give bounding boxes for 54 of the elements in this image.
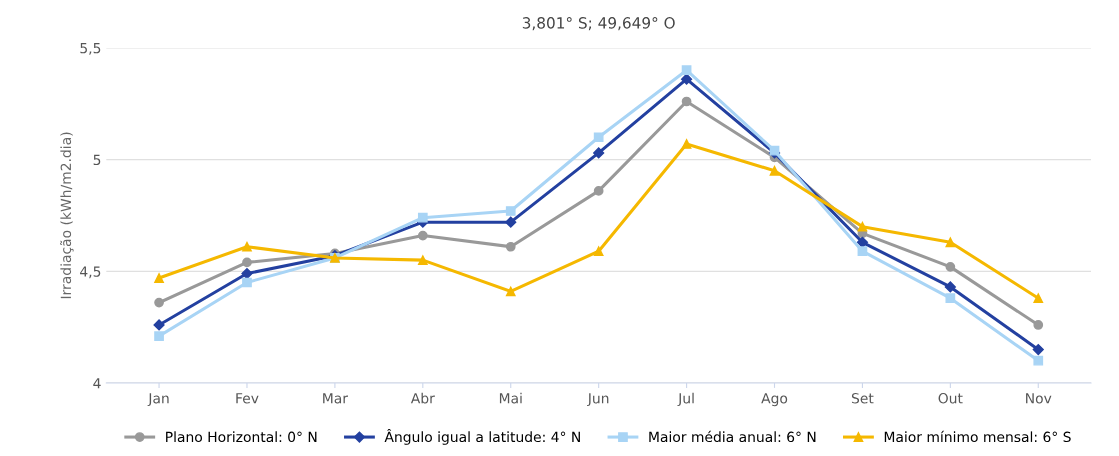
x-tick-label: Abr <box>410 392 435 404</box>
point <box>417 230 428 241</box>
point <box>505 286 516 297</box>
y-axis-title: Irradiação (kWh/m2.dia) <box>60 132 74 299</box>
x-tick-label: Jun <box>587 393 609 407</box>
point <box>505 241 516 252</box>
point <box>154 273 164 283</box>
x-tick-label: Fev <box>236 393 259 404</box>
x-tick-label: Nov <box>1026 393 1052 404</box>
point <box>681 96 692 107</box>
point <box>593 246 604 257</box>
legend-label: Ângulo igual a latitude: 4° N <box>384 429 580 445</box>
point <box>242 241 252 252</box>
point <box>944 281 956 293</box>
point <box>1032 343 1044 356</box>
x-tick-label: Jul <box>677 392 694 407</box>
point <box>945 261 956 272</box>
legend-label: Maior média anual: 6° N <box>649 430 816 443</box>
legend-label: Plano Horizontal: 0° N <box>166 431 317 443</box>
point <box>593 147 605 159</box>
point <box>857 221 868 232</box>
point <box>154 331 164 341</box>
chart-title: 3,801° S; 49,649° O <box>522 17 675 31</box>
point <box>856 236 869 248</box>
y-tick-label: 5,5 <box>80 43 101 55</box>
x-tick-label: Ago <box>761 393 788 407</box>
y-tick-label: 4 <box>93 378 101 389</box>
point <box>681 65 692 76</box>
point <box>505 216 517 228</box>
point <box>242 277 252 288</box>
point <box>242 257 252 268</box>
point <box>505 206 516 216</box>
point <box>417 255 428 266</box>
point <box>593 132 604 143</box>
point <box>945 293 956 303</box>
x-tick-label: Out <box>938 393 963 404</box>
y-tick-label: 5 <box>93 154 101 166</box>
y-tick-label: 4,5 <box>80 266 101 279</box>
point <box>154 297 164 308</box>
legend-label: Maior mínimo mensal: 6° S <box>884 430 1071 443</box>
point <box>681 139 692 149</box>
x-tick-label: Mar <box>323 393 348 404</box>
point <box>1033 320 1044 330</box>
x-tick-label: Set <box>851 393 874 404</box>
x-tick-label: Jan <box>147 393 169 407</box>
point <box>1033 355 1044 366</box>
x-tick-label: Mai <box>499 392 522 404</box>
point <box>593 186 604 196</box>
point <box>417 212 428 223</box>
point <box>857 246 868 257</box>
point <box>1033 293 1044 303</box>
point <box>769 165 780 176</box>
point <box>945 237 956 248</box>
point <box>153 319 165 331</box>
